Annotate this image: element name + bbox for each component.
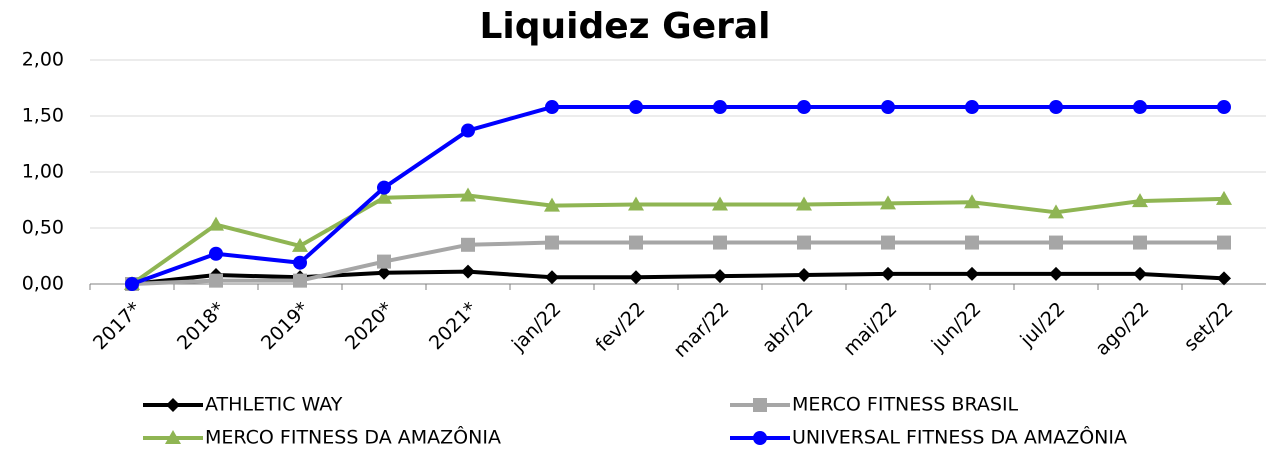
x-tick-label: mar/22 bbox=[669, 298, 733, 362]
marker bbox=[376, 189, 392, 204]
marker bbox=[293, 255, 307, 270]
marker bbox=[165, 430, 181, 444]
x-tick-label: 2020* bbox=[341, 298, 397, 354]
marker bbox=[881, 235, 895, 250]
marker bbox=[881, 266, 895, 281]
marker bbox=[545, 100, 559, 115]
marker bbox=[461, 237, 475, 252]
marker bbox=[797, 235, 811, 250]
marker bbox=[1048, 204, 1064, 219]
marker bbox=[1133, 235, 1147, 250]
marker bbox=[796, 196, 812, 211]
x-tick-label: jan/22 bbox=[507, 298, 565, 356]
x-tick-label: 2018* bbox=[173, 298, 229, 354]
x-tick-label: ago/22 bbox=[1091, 298, 1153, 360]
legend-label: MERCO FITNESS BRASIL bbox=[792, 394, 1019, 416]
marker bbox=[545, 235, 559, 250]
marker bbox=[797, 268, 811, 283]
legend-label: UNIVERSAL FITNESS DA AMAZÔNIA bbox=[792, 425, 1127, 449]
marker bbox=[293, 273, 307, 288]
x-tick-label: jun/22 bbox=[927, 298, 986, 357]
x-tick-label: 2021* bbox=[425, 298, 481, 354]
x-tick-label: 2017* bbox=[89, 298, 145, 354]
marker bbox=[713, 235, 727, 250]
x-tick-label: 2019* bbox=[257, 298, 313, 354]
x-tick-label: fev/22 bbox=[591, 298, 649, 356]
marker bbox=[628, 196, 644, 211]
series-line bbox=[131, 105, 1224, 286]
marker bbox=[629, 235, 643, 250]
marker bbox=[1133, 100, 1147, 115]
marker bbox=[797, 100, 811, 115]
marker bbox=[1217, 235, 1231, 250]
marker bbox=[881, 100, 895, 115]
marker bbox=[1132, 193, 1148, 208]
marker bbox=[377, 265, 391, 280]
y-tick-label: 1,50 bbox=[22, 105, 64, 127]
marker bbox=[377, 180, 391, 195]
marker bbox=[965, 100, 979, 115]
series-line bbox=[131, 240, 1224, 286]
marker bbox=[1217, 100, 1231, 115]
marker bbox=[753, 398, 767, 412]
y-tick-label: 1,00 bbox=[22, 161, 64, 183]
x-tick-label: jul/22 bbox=[1016, 298, 1070, 352]
x-tick-label: abr/22 bbox=[758, 298, 817, 357]
marker bbox=[712, 196, 728, 211]
marker bbox=[1216, 190, 1232, 205]
marker bbox=[965, 235, 979, 250]
marker bbox=[209, 246, 223, 261]
marker bbox=[880, 195, 896, 210]
marker bbox=[461, 123, 475, 138]
x-tick-label: mai/22 bbox=[839, 298, 901, 360]
marker bbox=[965, 266, 979, 281]
marker bbox=[209, 273, 223, 288]
marker bbox=[1049, 266, 1063, 281]
marker bbox=[713, 269, 727, 284]
marker bbox=[292, 237, 308, 252]
marker bbox=[545, 270, 559, 285]
marker bbox=[1133, 266, 1147, 281]
legend-label: MERCO FITNESS DA AMAZÔNIA bbox=[205, 425, 501, 449]
x-tick-label: set/22 bbox=[1180, 298, 1238, 356]
marker bbox=[208, 216, 224, 231]
marker bbox=[461, 264, 475, 279]
marker bbox=[460, 187, 476, 202]
y-tick-label: 0,50 bbox=[22, 217, 64, 239]
marker bbox=[713, 100, 727, 115]
marker bbox=[753, 431, 767, 445]
chart-title: Liquidez Geral bbox=[479, 6, 770, 47]
y-tick-label: 2,00 bbox=[22, 49, 64, 71]
marker bbox=[377, 254, 391, 269]
legend-label: ATHLETIC WAY bbox=[205, 394, 343, 416]
series-line bbox=[130, 193, 1225, 286]
marker bbox=[166, 398, 180, 412]
marker bbox=[1217, 271, 1231, 286]
y-tick-label: 0,00 bbox=[22, 273, 64, 295]
marker bbox=[629, 100, 643, 115]
marker bbox=[544, 197, 560, 212]
marker bbox=[964, 194, 980, 209]
marker bbox=[125, 277, 139, 291]
marker bbox=[1049, 235, 1063, 250]
marker bbox=[1049, 100, 1063, 115]
marker bbox=[629, 270, 643, 285]
